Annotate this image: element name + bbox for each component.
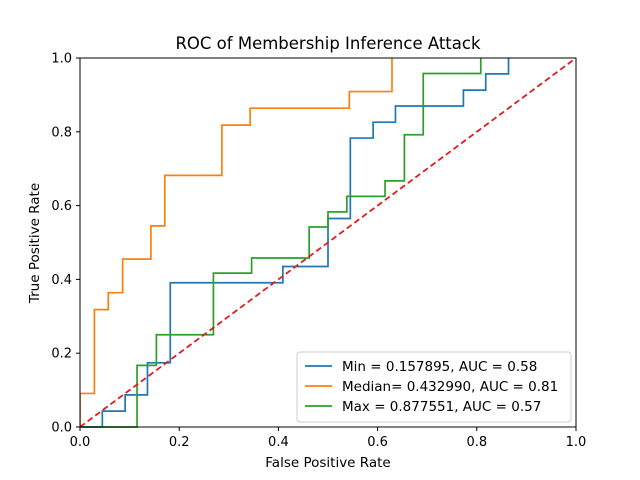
x-tick-label: 0.4 (268, 435, 289, 450)
x-tick-label: 1.0 (566, 435, 587, 450)
x-tick-label: 0.2 (169, 435, 190, 450)
legend-box (296, 351, 572, 423)
y-tick-label: 0.4 (51, 273, 72, 288)
y-tick-label: 0.0 (51, 421, 72, 436)
y-tick-label: 0.8 (51, 125, 72, 140)
y-tick-label: 1.0 (51, 52, 72, 67)
axis-ticks: 0.0 0.2 0.4 0.6 0.8 1.0 0.0 0.2 0.4 0.6 0.8 1.0 (51, 52, 586, 451)
legend-label-0: Min = 0.157895, AUC = 0.58 (342, 359, 537, 375)
chance-diagonal-line (80, 57, 576, 428)
y-tick-label: 0.6 (51, 199, 72, 214)
roc-series-line-1 (80, 58, 393, 427)
legend: Min = 0.157895, AUC = 0.58 Median= 0.4329… (296, 351, 572, 423)
legend-label-1: Median= 0.432990, AUC = 0.81 (342, 379, 558, 395)
axes-frame (79, 57, 577, 428)
roc-series-line-2 (80, 58, 482, 428)
x-tick-label: 0.6 (367, 435, 388, 450)
x-tick-label: 0.8 (466, 435, 487, 450)
legend-label-2: Max = 0.877551, AUC = 0.57 (342, 399, 541, 415)
chart-title: ROC of Membership Inference Attack (175, 34, 480, 53)
y-axis-label: True Positive Rate (27, 183, 43, 304)
x-tick-label: 0.0 (70, 435, 91, 450)
y-tick-label: 0.2 (51, 347, 72, 362)
plot-area (80, 57, 576, 428)
x-axis-label: False Positive Rate (265, 455, 390, 471)
